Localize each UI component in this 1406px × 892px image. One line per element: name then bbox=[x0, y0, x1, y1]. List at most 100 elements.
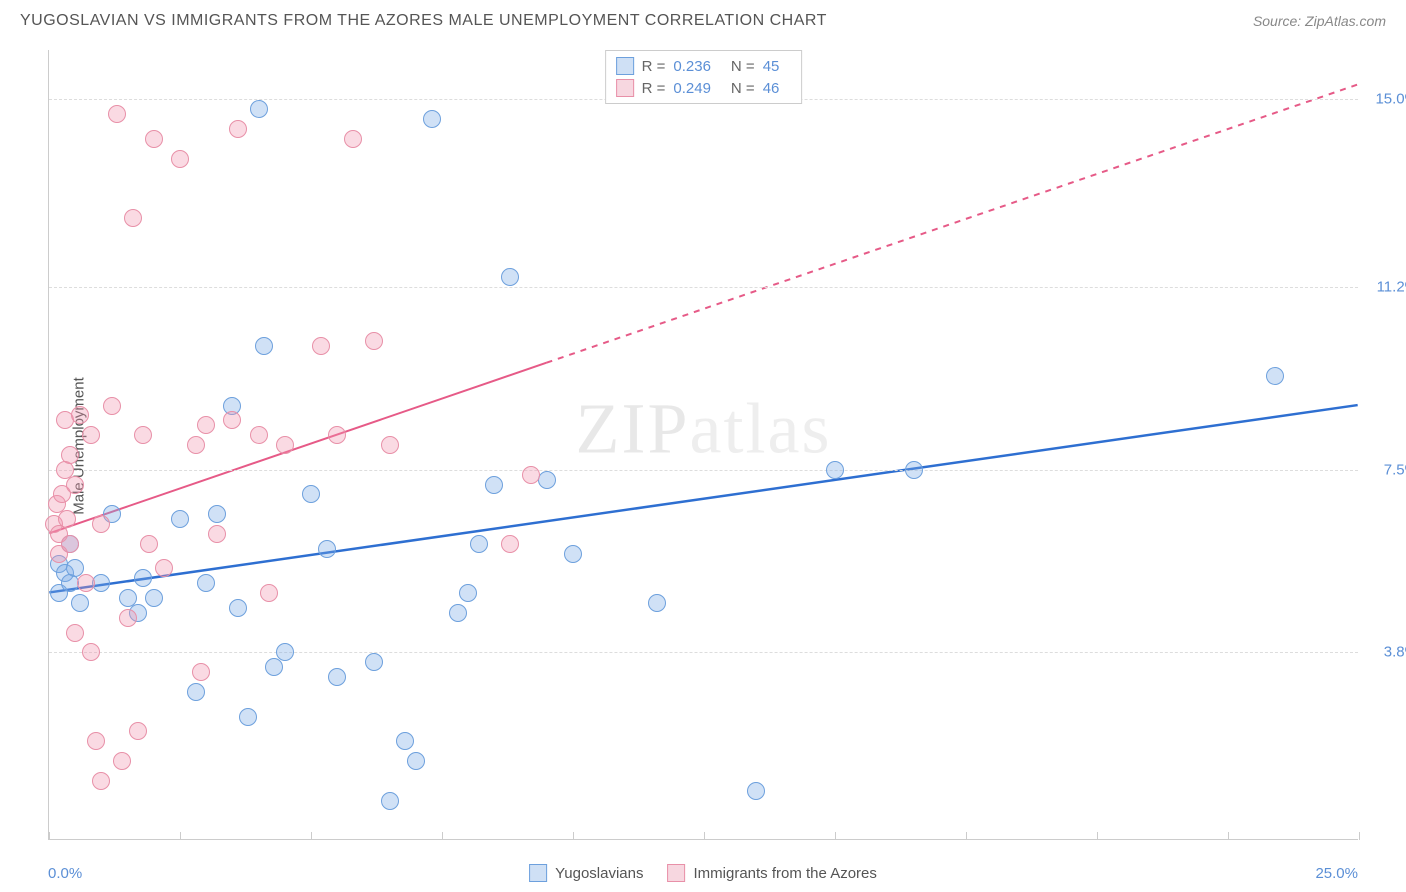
data-point bbox=[312, 337, 330, 355]
n-value: 45 bbox=[763, 58, 780, 75]
data-point bbox=[134, 569, 152, 587]
data-point bbox=[113, 752, 131, 770]
data-point bbox=[187, 683, 205, 701]
y-tick-label: 3.8% bbox=[1384, 644, 1406, 661]
x-tick bbox=[835, 832, 836, 840]
data-point bbox=[648, 594, 666, 612]
data-point bbox=[302, 485, 320, 503]
data-point bbox=[522, 466, 540, 484]
grid-line bbox=[49, 652, 1358, 653]
data-point bbox=[905, 461, 923, 479]
data-point bbox=[192, 663, 210, 681]
chart-title: YUGOSLAVIAN VS IMMIGRANTS FROM THE AZORE… bbox=[20, 12, 827, 30]
series-legend: Yugoslavians Immigrants from the Azores bbox=[529, 864, 877, 882]
data-point bbox=[92, 515, 110, 533]
x-tick bbox=[311, 832, 312, 840]
data-point bbox=[61, 446, 79, 464]
data-point bbox=[1266, 367, 1284, 385]
data-point bbox=[129, 722, 147, 740]
watermark: ZIPatlas bbox=[576, 387, 832, 470]
grid-line bbox=[49, 287, 1358, 288]
x-tick bbox=[1228, 832, 1229, 840]
data-point bbox=[82, 426, 100, 444]
data-point bbox=[501, 268, 519, 286]
data-point bbox=[187, 436, 205, 454]
data-point bbox=[747, 782, 765, 800]
correlation-legend: R =0.236N =45R =0.249N =46 bbox=[605, 50, 803, 104]
chart-header: YUGOSLAVIAN VS IMMIGRANTS FROM THE AZORE… bbox=[0, 0, 1406, 38]
n-value: 46 bbox=[763, 80, 780, 97]
n-label: N = bbox=[731, 58, 755, 75]
data-point bbox=[92, 772, 110, 790]
data-point bbox=[71, 406, 89, 424]
data-point bbox=[470, 535, 488, 553]
data-point bbox=[145, 589, 163, 607]
data-point bbox=[140, 535, 158, 553]
data-point bbox=[826, 461, 844, 479]
r-label: R = bbox=[642, 80, 666, 97]
data-point bbox=[108, 105, 126, 123]
data-point bbox=[318, 540, 336, 558]
data-point bbox=[66, 624, 84, 642]
grid-line bbox=[49, 470, 1358, 471]
legend-swatch bbox=[616, 79, 634, 97]
data-point bbox=[229, 599, 247, 617]
data-point bbox=[119, 609, 137, 627]
legend-row: R =0.236N =45 bbox=[616, 55, 792, 77]
r-value: 0.249 bbox=[673, 80, 711, 97]
data-point bbox=[145, 130, 163, 148]
data-point bbox=[449, 604, 467, 622]
data-point bbox=[485, 476, 503, 494]
data-point bbox=[208, 505, 226, 523]
data-point bbox=[239, 708, 257, 726]
data-point bbox=[171, 510, 189, 528]
data-point bbox=[344, 130, 362, 148]
data-point bbox=[365, 653, 383, 671]
data-point bbox=[223, 411, 241, 429]
legend-swatch bbox=[616, 57, 634, 75]
x-tick bbox=[1097, 832, 1098, 840]
x-tick bbox=[1359, 832, 1360, 840]
data-point bbox=[197, 574, 215, 592]
data-point bbox=[276, 643, 294, 661]
legend-row: R = 0.249 N = 46 bbox=[616, 77, 792, 99]
data-point bbox=[229, 120, 247, 138]
y-tick-label: 15.0% bbox=[1375, 91, 1406, 108]
data-point bbox=[538, 471, 556, 489]
r-label: R = bbox=[642, 58, 666, 75]
data-point bbox=[250, 100, 268, 118]
data-point bbox=[459, 584, 477, 602]
data-point bbox=[92, 574, 110, 592]
data-point bbox=[381, 436, 399, 454]
legend-label: Immigrants from the Azores bbox=[694, 865, 877, 882]
legend-swatch bbox=[529, 864, 547, 882]
data-point bbox=[396, 732, 414, 750]
data-point bbox=[423, 110, 441, 128]
data-point bbox=[260, 584, 278, 602]
legend-item: Yugoslavians bbox=[529, 864, 643, 882]
data-point bbox=[255, 337, 273, 355]
data-point bbox=[265, 658, 283, 676]
data-point bbox=[134, 426, 152, 444]
x-tick bbox=[49, 832, 50, 840]
x-axis-max-label: 25.0% bbox=[1315, 865, 1358, 882]
data-point bbox=[77, 574, 95, 592]
data-point bbox=[564, 545, 582, 563]
data-point bbox=[197, 416, 215, 434]
scatter-chart: ZIPatlas R =0.236N =45R =0.249N =46 3.8%… bbox=[48, 50, 1358, 840]
data-point bbox=[250, 426, 268, 444]
x-tick bbox=[573, 832, 574, 840]
data-point bbox=[381, 792, 399, 810]
data-point bbox=[155, 559, 173, 577]
n-label: N = bbox=[731, 80, 755, 97]
data-point bbox=[87, 732, 105, 750]
data-point bbox=[208, 525, 226, 543]
data-point bbox=[276, 436, 294, 454]
x-tick bbox=[442, 832, 443, 840]
x-tick bbox=[966, 832, 967, 840]
y-tick-label: 11.2% bbox=[1377, 279, 1406, 296]
source-attribution: Source: ZipAtlas.com bbox=[1253, 13, 1386, 29]
legend-swatch bbox=[668, 864, 686, 882]
x-axis-min-label: 0.0% bbox=[48, 865, 82, 882]
legend-label: Yugoslavians bbox=[555, 865, 643, 882]
